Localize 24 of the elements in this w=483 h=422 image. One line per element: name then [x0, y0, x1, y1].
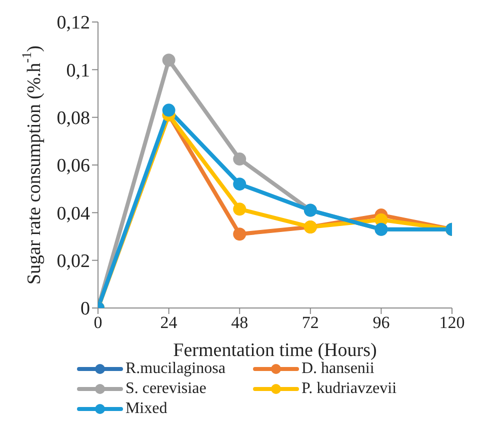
point [233, 228, 246, 241]
y-tick-label: 0,1 [66, 60, 90, 82]
point [233, 178, 246, 191]
y-tick-label: 0,02 [56, 251, 90, 272]
x-axis-title: Fermentation time (Hours) [173, 340, 377, 361]
legend-label: D. hansenii [301, 360, 374, 378]
point [162, 104, 176, 117]
x-tick-label: 0 [94, 313, 102, 332]
x-tick-label: 120 [439, 313, 465, 332]
x-tick-label: 72 [302, 313, 319, 332]
x-tick-label: 48 [231, 313, 248, 332]
point [233, 202, 246, 216]
point [233, 152, 246, 166]
legend-label: P. kudriavzevii [301, 380, 397, 398]
x-tick-label: 24 [160, 313, 178, 332]
legend-label: Mixed [125, 400, 168, 418]
y-tick-label: 0,06 [56, 156, 90, 177]
y-tick-label: 0,08 [56, 108, 90, 130]
legend-label: S. cerevisiae [125, 380, 206, 398]
point [162, 54, 176, 67]
y-tick-label: 0,04 [56, 203, 90, 224]
x-tick-label: 96 [372, 313, 390, 332]
y-tick-label: 0,12 [56, 12, 90, 34]
legend-label: R.mucilaginosa [125, 360, 226, 378]
